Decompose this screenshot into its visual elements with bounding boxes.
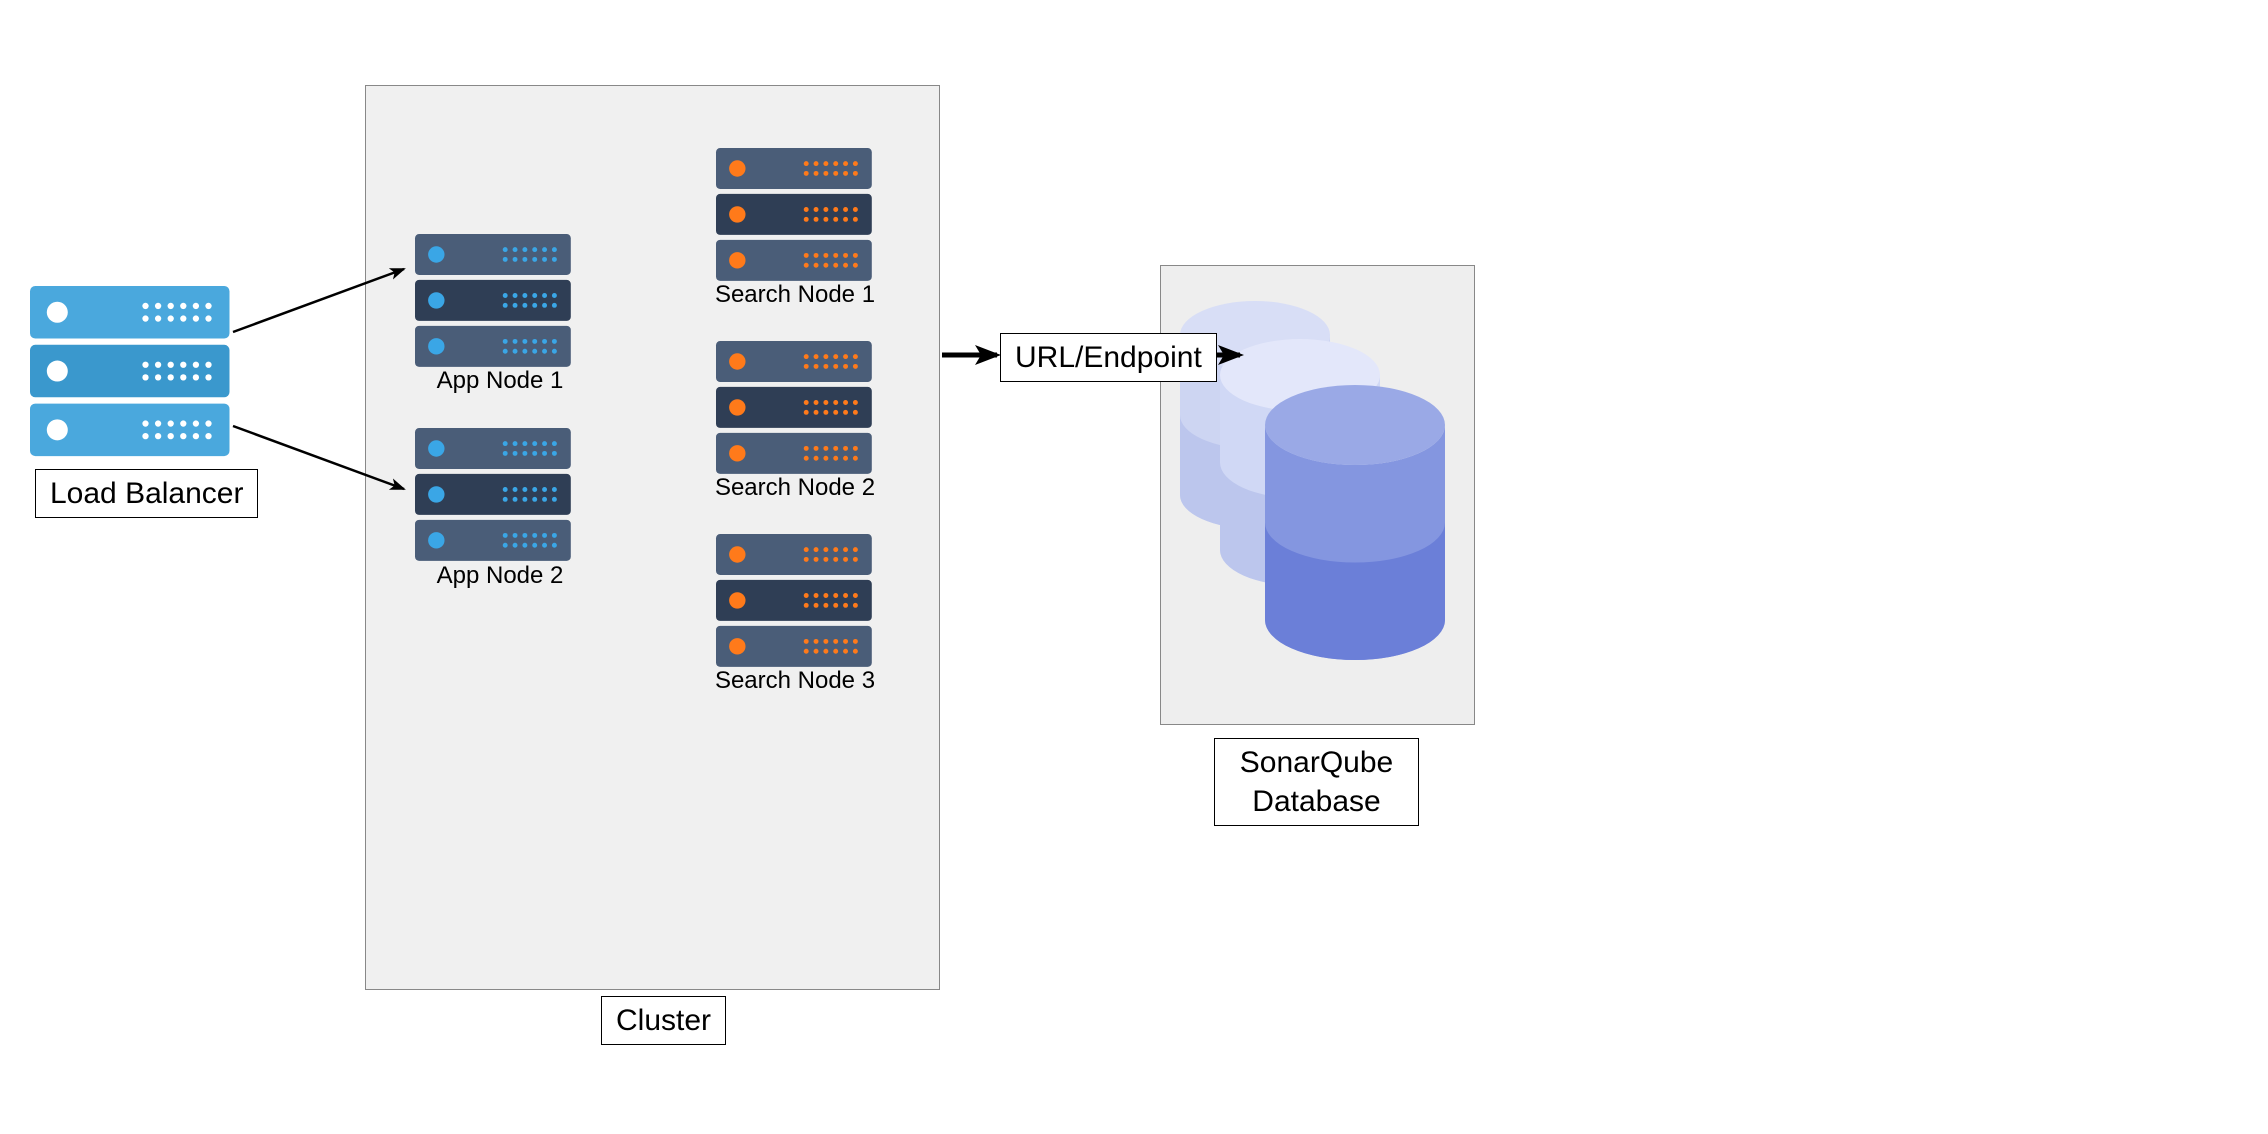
cluster-label: Cluster <box>601 996 726 1045</box>
search-node-2-label: Search Node 2 <box>710 474 880 502</box>
load-balancer-server-icon <box>30 286 229 456</box>
search-node-3-label: Search Node 3 <box>710 667 880 695</box>
url-endpoint-label: URL/Endpoint <box>1000 333 1217 382</box>
sonarqube-database-label: SonarQube Database <box>1214 738 1419 826</box>
cluster-container <box>365 85 940 990</box>
app-node-1-label: App Node 1 <box>430 367 570 395</box>
sonarqube-db-line1: SonarQube <box>1240 746 1393 779</box>
load-balancer-label: Load Balancer <box>35 469 258 518</box>
sonarqube-db-line2: Database <box>1252 785 1380 818</box>
svg-overlay <box>0 0 2268 1134</box>
diagram-canvas: Load Balancer Cluster URL/Endpoint Sonar… <box>0 0 2268 1134</box>
search-node-1-label: Search Node 1 <box>710 281 880 309</box>
app-node-2-label: App Node 2 <box>430 562 570 590</box>
